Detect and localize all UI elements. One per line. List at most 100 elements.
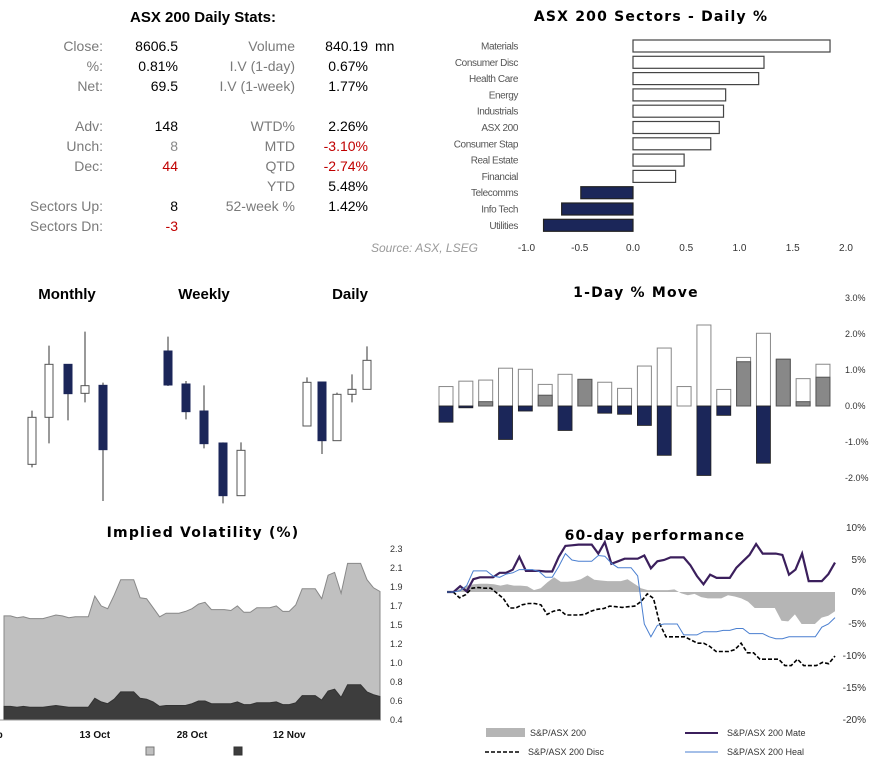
high-bar (676, 386, 692, 407)
stat-value: 5.48% (328, 178, 368, 194)
weekly-title: Weekly (178, 286, 230, 303)
legend-swatch-1week (145, 746, 155, 756)
y-tick-label: 3.0% (845, 293, 866, 303)
stat-label: YTD (267, 178, 295, 194)
sector-bar (632, 39, 831, 53)
stat-value: 0.67% (328, 58, 368, 74)
stat-label: MTD (264, 138, 295, 154)
y-tick-label: -1.0% (845, 437, 869, 447)
y-tick-label: 0.8 (390, 677, 403, 687)
close-bar (815, 376, 831, 407)
x-tick-label: 1.5 (786, 243, 800, 254)
stat-label: Unch: (66, 138, 103, 154)
stat-unit: mn (375, 38, 395, 54)
high-bar (755, 332, 771, 407)
stats-title: ASX 200 Daily Stats: (130, 9, 276, 26)
sector-label: Industrials (477, 107, 519, 118)
low-bar (557, 405, 573, 431)
sector-label: Materials (481, 42, 518, 53)
close-bar (795, 401, 811, 407)
x-tick-label: -1.0 (518, 243, 536, 254)
x-tick-label: Sep (0, 730, 3, 741)
stat-value: -2.74% (323, 158, 368, 174)
stat-row: YTD 5.48% (0, 178, 440, 198)
x-tick-label: 1.0 (733, 243, 747, 254)
sector-bar (632, 169, 677, 183)
y-tick-label: 0.4 (390, 715, 403, 725)
sector-bar (632, 88, 727, 102)
stat-label: 52-week % (225, 198, 295, 214)
stat-label: Net: (77, 78, 103, 94)
low-bar (597, 405, 613, 414)
candle-down (163, 350, 173, 386)
y-tick-label: 1.7 (390, 601, 403, 611)
sector-label: Consumer Stap (454, 139, 519, 150)
low-bar (637, 405, 652, 426)
sector-bar (632, 104, 725, 118)
iv-area-1day (3, 684, 381, 721)
low-bar (458, 405, 474, 409)
y-tick-label: 2.1 (390, 563, 403, 573)
source-note: Source: ASX, LSEG (371, 241, 478, 255)
sectors-title: ASX 200 Sectors - Daily % (533, 9, 769, 25)
x-tick-label: 12 Nov (273, 730, 306, 741)
sector-bar (542, 218, 634, 232)
perf-line-disc (447, 586, 836, 667)
stat-label: Close: (63, 38, 103, 54)
sector-label: Financial (482, 172, 519, 183)
sector-label: Energy (489, 90, 519, 101)
stat-label: I.V (1-week) (219, 78, 295, 94)
sector-label: Real Estate (471, 156, 519, 167)
stat-row: Dec: 44 QTD -2.74% (0, 158, 440, 178)
high-bar (696, 324, 712, 407)
stat-value: 0.81% (138, 58, 178, 74)
oneday-title: 1-Day % Move (573, 285, 699, 301)
stat-value: -3.10% (323, 138, 368, 154)
legend-label: S&P/ASX 200 Heal (727, 747, 804, 757)
high-bar (458, 380, 474, 407)
stat-value: 840.19 (325, 38, 368, 54)
sector-label: Consumer Disc (455, 58, 519, 69)
high-bar (636, 365, 652, 407)
stat-value: 8 (170, 198, 178, 214)
x-tick-label: 28 Oct (177, 730, 208, 741)
perf-title: 60-day performance (564, 528, 746, 544)
candle-up (347, 388, 357, 395)
stat-label: QTD (265, 158, 295, 174)
stat-label: WTD% (250, 118, 295, 134)
iv-title: Implied Volatility (%) (106, 525, 300, 541)
stat-value: -3 (165, 218, 178, 234)
y-tick-label: 1.9 (390, 582, 403, 592)
stat-value: 148 (154, 118, 178, 134)
stat-value: 69.5 (150, 78, 178, 94)
stat-label: Sectors Dn: (29, 218, 103, 234)
candle-up (44, 363, 54, 418)
perf-line-health (447, 552, 836, 640)
x-tick-label: -0.5 (571, 243, 589, 254)
sector-label: Utilities (489, 221, 518, 232)
sector-label: Info Tech (481, 205, 518, 216)
sector-label: Health Care (469, 74, 519, 85)
x-tick-label: 13 Oct (79, 730, 110, 741)
low-bar (656, 405, 672, 456)
legend-label: S&P/ASX 200 Mate (727, 728, 806, 738)
candle-down (63, 363, 73, 395)
y-tick-label: 1.0% (845, 365, 866, 375)
candle-down (317, 381, 327, 442)
legend-label: S&P/ASX 200 (530, 728, 586, 738)
y-tick-label: 1.5 (390, 620, 403, 630)
low-bar (617, 405, 632, 415)
stat-row: Sectors Dn: -3 (0, 218, 440, 238)
high-bar (517, 368, 533, 407)
stat-value: 2.26% (328, 118, 368, 134)
close-bar (537, 394, 553, 407)
candle-up (332, 393, 342, 442)
candle-up (27, 416, 37, 465)
candle-down (98, 384, 108, 451)
y-tick-label: -2.0% (845, 473, 869, 483)
monthly-title: Monthly (38, 286, 96, 303)
candle-up (80, 385, 90, 394)
stat-label: I.V (1-day) (229, 58, 295, 74)
low-bar (498, 405, 513, 440)
